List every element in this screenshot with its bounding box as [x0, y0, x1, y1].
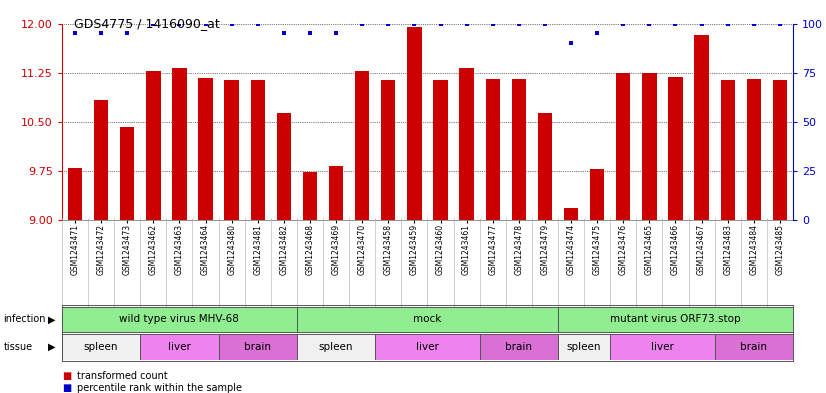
Bar: [62, 334, 140, 360]
Point: [487, 20, 500, 27]
Bar: [668, 77, 682, 220]
Text: ▶: ▶: [48, 342, 55, 352]
Text: tissue: tissue: [3, 342, 32, 352]
Bar: [773, 80, 787, 220]
Bar: [277, 113, 291, 220]
Bar: [250, 80, 265, 220]
Point: [355, 20, 368, 27]
Bar: [610, 334, 714, 360]
Point: [94, 30, 107, 37]
Point: [251, 20, 264, 27]
Bar: [590, 169, 605, 220]
Bar: [303, 172, 317, 220]
Bar: [407, 27, 421, 220]
Text: brain: brain: [244, 342, 271, 352]
Point: [773, 20, 786, 27]
Text: liver: liver: [651, 342, 674, 352]
Point: [591, 30, 604, 37]
Text: percentile rank within the sample: percentile rank within the sample: [77, 383, 242, 393]
Text: GDS4775 / 1416090_at: GDS4775 / 1416090_at: [74, 17, 220, 30]
Point: [564, 40, 577, 46]
Text: ■: ■: [62, 383, 71, 393]
Point: [330, 30, 343, 37]
Text: liver: liver: [416, 342, 439, 352]
Point: [721, 20, 734, 27]
Bar: [120, 127, 135, 220]
Text: wild type virus MHV-68: wild type virus MHV-68: [120, 314, 240, 324]
Point: [434, 20, 447, 27]
Bar: [381, 80, 396, 220]
Point: [147, 20, 160, 27]
Bar: [173, 68, 187, 220]
Bar: [459, 68, 474, 220]
Bar: [434, 80, 448, 220]
Bar: [538, 113, 552, 220]
Point: [695, 20, 708, 27]
Point: [303, 30, 316, 37]
Point: [539, 20, 552, 27]
Point: [408, 20, 421, 27]
Bar: [62, 307, 297, 332]
Bar: [558, 334, 610, 360]
Bar: [720, 80, 735, 220]
Bar: [146, 72, 160, 220]
Bar: [140, 334, 219, 360]
Bar: [225, 80, 239, 220]
Bar: [375, 334, 480, 360]
Bar: [642, 73, 657, 220]
Bar: [747, 79, 761, 220]
Bar: [94, 99, 108, 220]
Text: mutant virus ORF73.stop: mutant virus ORF73.stop: [610, 314, 741, 324]
Bar: [329, 166, 344, 220]
Bar: [616, 73, 630, 220]
Bar: [486, 79, 500, 220]
Bar: [695, 35, 709, 220]
Point: [69, 30, 82, 37]
Text: transformed count: transformed count: [77, 371, 168, 382]
Point: [748, 20, 761, 27]
Point: [512, 20, 525, 27]
Text: spleen: spleen: [84, 342, 118, 352]
Point: [460, 20, 473, 27]
Text: brain: brain: [506, 342, 532, 352]
Point: [669, 20, 682, 27]
Bar: [219, 334, 297, 360]
Bar: [480, 334, 558, 360]
Text: ■: ■: [62, 371, 71, 382]
Text: brain: brain: [740, 342, 767, 352]
Text: ▶: ▶: [48, 314, 55, 324]
Point: [278, 30, 291, 37]
Bar: [297, 307, 558, 332]
Bar: [558, 307, 793, 332]
Text: spleen: spleen: [319, 342, 354, 352]
Point: [382, 20, 395, 27]
Text: liver: liver: [168, 342, 191, 352]
Point: [121, 30, 134, 37]
Point: [617, 20, 630, 27]
Point: [225, 20, 238, 27]
Bar: [68, 168, 82, 220]
Bar: [297, 334, 375, 360]
Point: [199, 20, 212, 27]
Point: [173, 20, 186, 27]
Bar: [511, 79, 526, 220]
Text: spleen: spleen: [567, 342, 601, 352]
Bar: [198, 78, 213, 220]
Point: [643, 20, 656, 27]
Text: mock: mock: [413, 314, 442, 324]
Text: infection: infection: [3, 314, 45, 324]
Bar: [355, 71, 369, 220]
Bar: [564, 208, 578, 220]
Bar: [714, 334, 793, 360]
